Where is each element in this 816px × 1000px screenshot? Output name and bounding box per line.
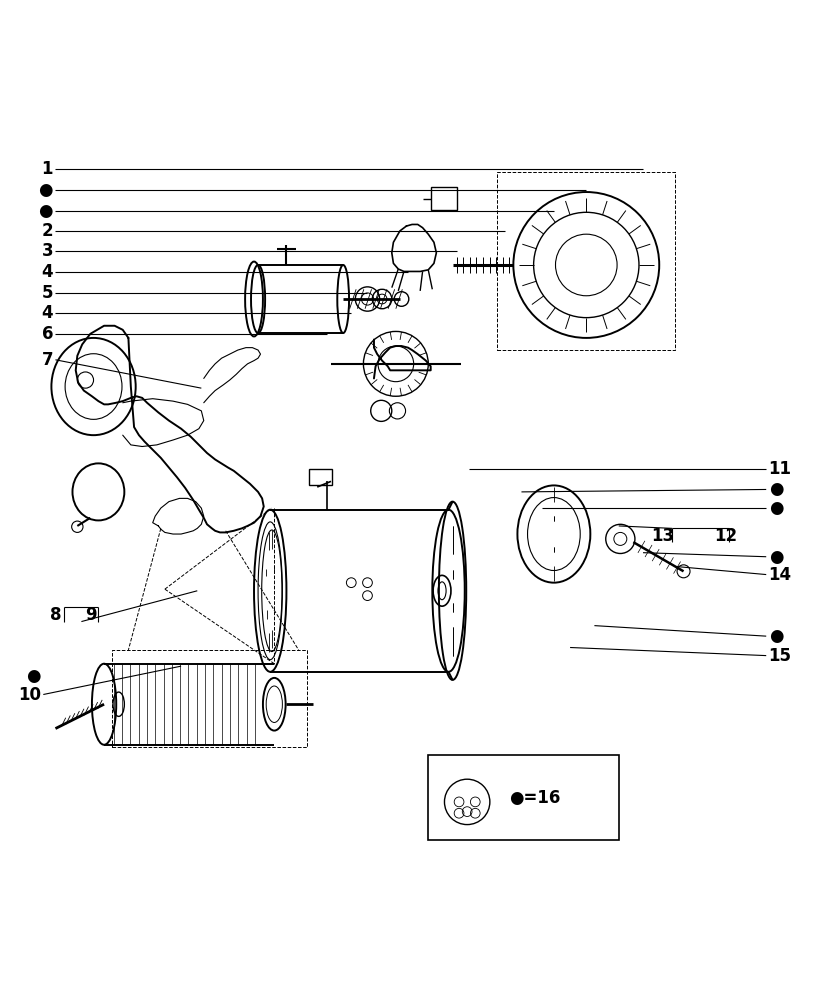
Text: ●: ● xyxy=(26,667,41,685)
Text: 11: 11 xyxy=(769,460,792,478)
Text: 14: 14 xyxy=(769,566,792,584)
Text: 7: 7 xyxy=(42,351,53,369)
Text: ●=16: ●=16 xyxy=(509,789,561,807)
Text: ●: ● xyxy=(769,627,783,645)
Text: 6: 6 xyxy=(42,325,53,343)
Text: 13: 13 xyxy=(650,527,674,545)
Text: ●: ● xyxy=(769,480,783,498)
Text: 9: 9 xyxy=(86,606,97,624)
Text: 12: 12 xyxy=(714,527,738,545)
Text: 2: 2 xyxy=(42,222,53,240)
Text: 4: 4 xyxy=(42,263,53,281)
Text: ●: ● xyxy=(38,181,53,199)
Text: 5: 5 xyxy=(42,284,53,302)
Text: ●: ● xyxy=(38,202,53,220)
Text: 15: 15 xyxy=(769,647,792,665)
Text: 10: 10 xyxy=(18,686,41,704)
Bar xyxy=(431,187,457,210)
Bar xyxy=(428,755,619,840)
Text: 3: 3 xyxy=(42,242,53,260)
Text: 4: 4 xyxy=(42,304,53,322)
Text: ●: ● xyxy=(769,548,783,566)
Bar xyxy=(309,469,332,485)
Text: ●: ● xyxy=(769,499,783,517)
Text: 1: 1 xyxy=(42,160,53,178)
Text: 8: 8 xyxy=(50,606,61,624)
